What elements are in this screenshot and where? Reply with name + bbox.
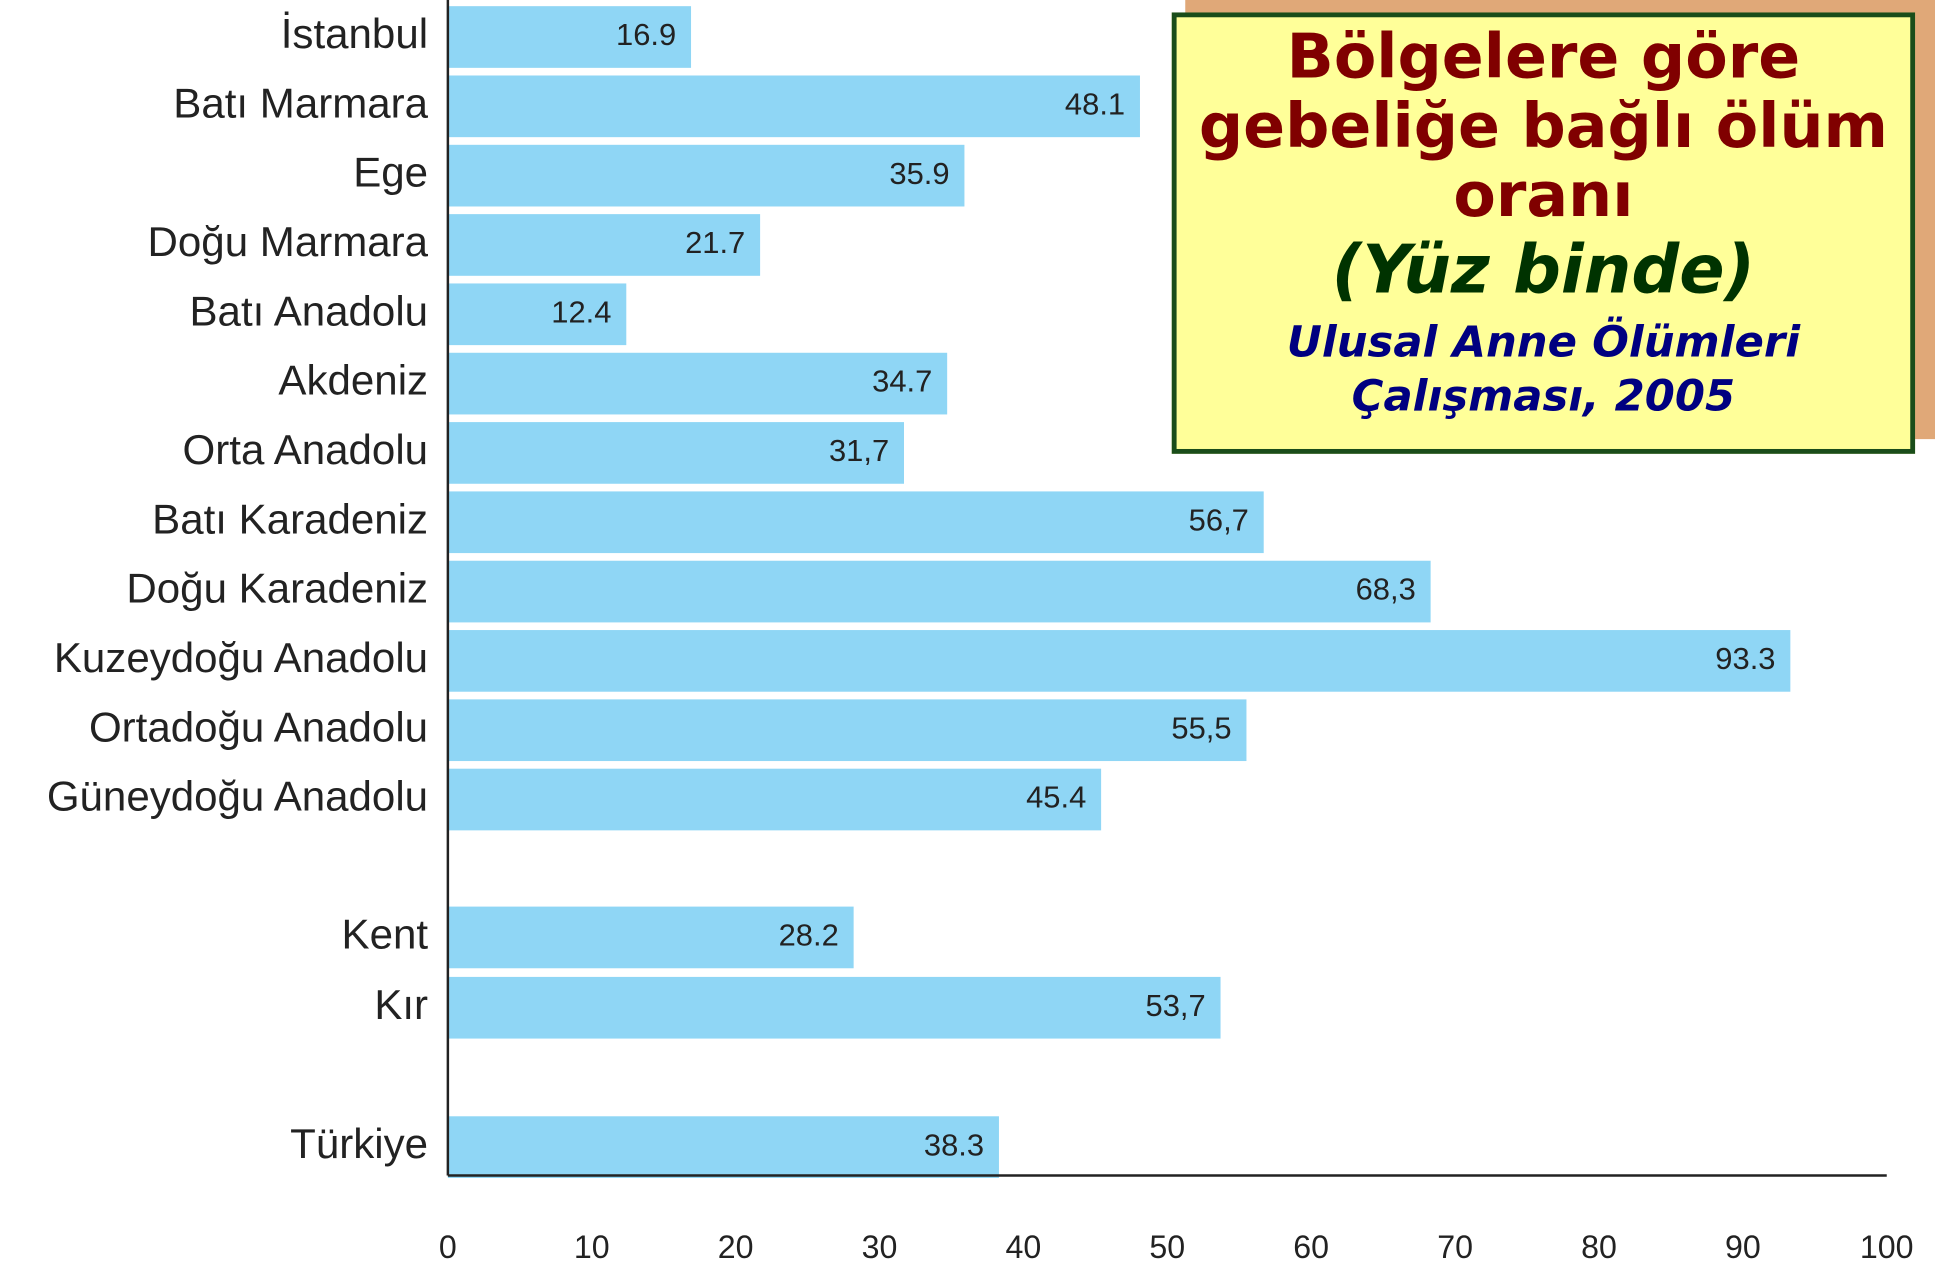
x-tick-label: 10 bbox=[574, 1229, 610, 1265]
value-label: 56,7 bbox=[1189, 502, 1249, 537]
y-tick-label: Kent bbox=[342, 911, 429, 958]
bar bbox=[447, 283, 627, 346]
bar bbox=[447, 699, 1247, 762]
y-tick-label: Kır bbox=[374, 981, 428, 1028]
y-tick-label: Türkiye bbox=[290, 1120, 428, 1167]
value-label: 45.4 bbox=[1026, 780, 1086, 815]
y-tick-label: Batı Marmara bbox=[173, 79, 428, 126]
x-tick-label: 0 bbox=[439, 1229, 457, 1265]
y-tick-label: Ege bbox=[353, 149, 428, 196]
source: Ulusal Anne Ölümleri Çalışması, 2005 bbox=[1286, 318, 1801, 422]
bar bbox=[447, 630, 1791, 692]
value-label: 35.9 bbox=[889, 156, 949, 191]
value-label: 93.3 bbox=[1715, 641, 1775, 676]
value-label: 21.7 bbox=[685, 225, 745, 260]
x-tick-label: 40 bbox=[1006, 1229, 1042, 1265]
x-tick-label: 90 bbox=[1725, 1229, 1761, 1265]
y-tick-label: Güneydoğu Anadolu bbox=[47, 773, 428, 820]
x-tick-label: 50 bbox=[1149, 1229, 1185, 1265]
title-box-wrap: Bölgelere göre gebeliğe bağlı ölüm oranı… bbox=[1171, 12, 1916, 454]
y-tick-label: Doğu Marmara bbox=[148, 218, 429, 265]
y-tick-label: Doğu Karadeniz bbox=[126, 565, 428, 612]
bar bbox=[447, 906, 854, 969]
bar bbox=[447, 976, 1221, 1039]
bar bbox=[447, 768, 1102, 831]
x-tick-label: 100 bbox=[1860, 1229, 1914, 1265]
value-label: 34.7 bbox=[872, 364, 932, 399]
value-label: 31,7 bbox=[829, 433, 889, 468]
chart-subtitle: (Yüz binde) bbox=[1331, 230, 1756, 309]
x-tick-label: 70 bbox=[1437, 1229, 1473, 1265]
y-tick-label: Orta Anadolu bbox=[183, 426, 429, 473]
x-tick-label: 80 bbox=[1581, 1229, 1617, 1265]
bar bbox=[447, 214, 761, 276]
bar bbox=[447, 144, 965, 207]
y-tick-label: Batı Karadeniz bbox=[152, 495, 428, 542]
value-label: 16.9 bbox=[616, 17, 676, 52]
bar bbox=[447, 560, 1431, 623]
y-tick-label: Kuzeydoğu Anadolu bbox=[54, 634, 428, 681]
value-label: 68,3 bbox=[1356, 572, 1416, 607]
y-tick-label: Batı Anadolu bbox=[190, 287, 429, 334]
bar bbox=[447, 75, 1140, 138]
y-tick-label: İstanbul bbox=[281, 10, 428, 57]
value-label: 28.2 bbox=[779, 918, 839, 953]
bar bbox=[447, 6, 692, 68]
x-tick-label: 30 bbox=[862, 1229, 898, 1265]
value-label: 55,5 bbox=[1171, 710, 1231, 745]
chart-title: Bölgelere göre gebeliğe bağlı ölüm oranı bbox=[1198, 20, 1888, 231]
value-label: 38.3 bbox=[924, 1127, 984, 1162]
x-tick-label: 60 bbox=[1293, 1229, 1329, 1265]
y-tick-label: Ortadoğu Anadolu bbox=[89, 703, 428, 750]
value-label: 48.1 bbox=[1065, 87, 1125, 122]
y-tick-label: Akdeniz bbox=[278, 357, 428, 404]
bar bbox=[447, 422, 904, 484]
bar bbox=[447, 352, 948, 415]
title-box: Bölgelere göre gebeliğe bağlı ölüm oranı… bbox=[1171, 12, 1916, 454]
value-label: 53,7 bbox=[1146, 988, 1206, 1023]
value-label: 12.4 bbox=[551, 294, 611, 329]
bar bbox=[447, 1116, 999, 1178]
bar bbox=[447, 491, 1264, 554]
x-tick-label: 20 bbox=[718, 1229, 754, 1265]
